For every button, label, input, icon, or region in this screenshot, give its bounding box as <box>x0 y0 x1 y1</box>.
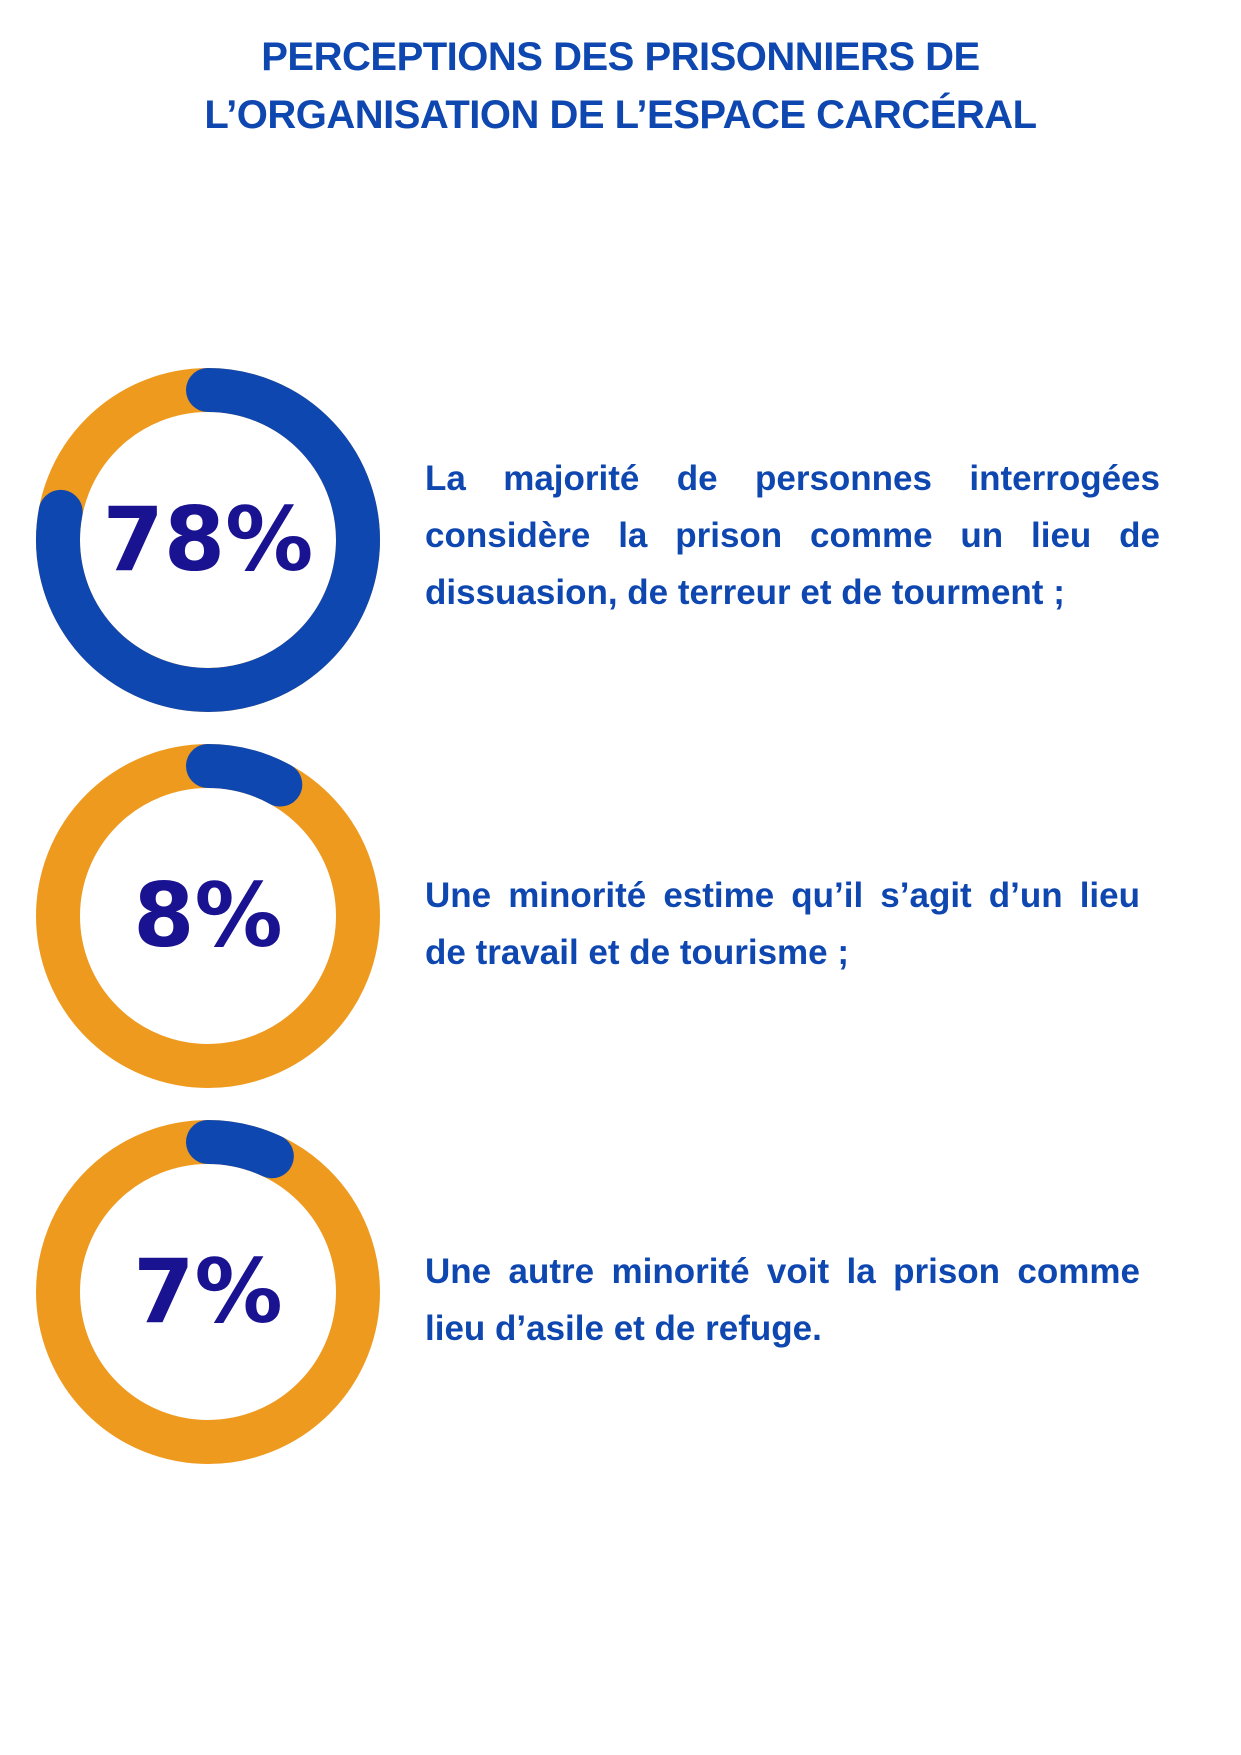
donut-value-arc-3 <box>186 1120 294 1179</box>
page-title: PERCEPTIONS DES PRISONNIERS DE L’ORGANIS… <box>0 28 1241 144</box>
donut-1: 78% <box>36 368 380 712</box>
percent-label-3: 7% <box>133 1240 282 1343</box>
title-line-1: PERCEPTIONS DES PRISONNIERS DE <box>261 35 980 79</box>
description-3: Une autre minorité voit la prison comme … <box>425 1252 1140 1348</box>
donut-value-arc-1 <box>36 368 380 712</box>
donut-3: 7% <box>36 1120 380 1464</box>
donut-value-arc-2 <box>186 744 303 807</box>
title-line-2: L’ORGANISATION DE L’ESPACE CARCÉRAL <box>204 93 1037 137</box>
donut-2: 8% <box>36 744 380 1088</box>
description-1: La majorité de personnes interrogées con… <box>425 459 1160 612</box>
percent-label-1: 78% <box>103 488 314 591</box>
percent-label-2: 8% <box>133 864 282 967</box>
description-2: Une minorité estime qu’il s’agit d’un li… <box>425 876 1140 972</box>
